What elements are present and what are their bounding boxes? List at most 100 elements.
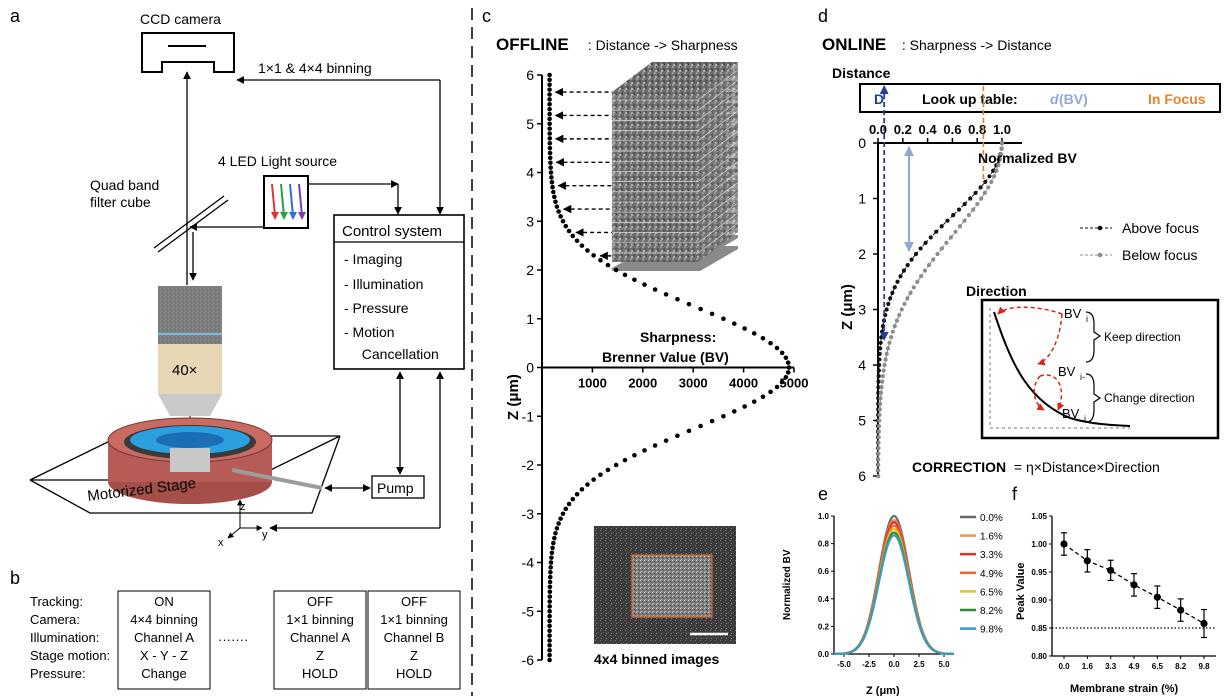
- c-data-point: [598, 257, 603, 263]
- e-y-tick-label: 0.4: [818, 595, 830, 604]
- d-data-point: [962, 201, 967, 207]
- bv-bot-sub: i: [1084, 414, 1086, 424]
- d-data-point: [877, 351, 882, 356]
- c-y-tick-label: 1: [526, 311, 534, 327]
- c-data-point: [622, 272, 628, 278]
- f-data-point: [1177, 606, 1185, 614]
- c-data-point: [547, 140, 553, 146]
- d-data-point: [876, 451, 881, 456]
- bv-mid-sub: i-: [1080, 372, 1085, 382]
- table-cell: ON: [154, 594, 174, 609]
- c-data-point: [547, 87, 552, 92]
- c-data-point: [786, 365, 792, 370]
- c-data-point: [774, 345, 780, 351]
- table-cell: Channel A: [134, 630, 194, 645]
- control-item-motion: - Motion: [344, 324, 395, 340]
- ccd-camera-body: [141, 32, 235, 73]
- c-data-point: [553, 530, 558, 536]
- table-cell: OFF: [307, 594, 333, 609]
- d-data-point: [876, 473, 881, 479]
- d-data-point: [997, 157, 1003, 162]
- d-data-point: [951, 213, 956, 218]
- c-data-point: [613, 267, 619, 273]
- d-data-point: [926, 263, 932, 268]
- f-data-point: [1060, 540, 1068, 548]
- c-data-point: [547, 121, 552, 127]
- d-data-point: [935, 251, 940, 257]
- e-legend-label: 9.8%: [980, 625, 1003, 636]
- e-x-tick-label: -2.5: [862, 660, 876, 669]
- objective-label: 40×: [172, 362, 197, 379]
- mode-table: Tracking: Camera: Illumination: Stage motio…: [30, 590, 461, 690]
- d-data-point: [880, 379, 885, 384]
- c-data-point: [549, 555, 554, 560]
- d-data-point: [884, 307, 889, 312]
- d-data-point: [877, 412, 882, 418]
- d-data-point: [991, 174, 997, 179]
- control-item-cancellation: Cancellation: [354, 346, 439, 362]
- c-data-point: [551, 189, 556, 195]
- d-data-point: [890, 329, 895, 334]
- d-data-point: [901, 268, 907, 273]
- axis-z-label: z: [240, 501, 246, 513]
- d-data-point: [991, 168, 996, 173]
- c-data-point: [547, 638, 552, 643]
- legend-above: Above focus: [1122, 220, 1199, 236]
- f-x-tick-label: 8.2: [1175, 662, 1187, 671]
- correction-bold: CORRECTION: [912, 459, 1006, 475]
- table-cell: Change: [141, 666, 187, 681]
- correction-formula: = η×Distance×Direction: [1010, 459, 1160, 475]
- e-x-tick-label: 2.5: [913, 660, 925, 669]
- d-data-point: [876, 362, 882, 368]
- f-x-tick-label: 0.0: [1058, 662, 1070, 671]
- c-y-tick-label: 0: [526, 360, 534, 376]
- d-y-tick-label: 5: [858, 413, 866, 429]
- c-data-point: [709, 418, 715, 424]
- d-data-point: [979, 196, 984, 201]
- objective-tip: [158, 394, 222, 416]
- table-cell: X - Y - Z: [140, 648, 188, 663]
- c-data-point: [558, 214, 563, 219]
- d-legend-marker: [1097, 252, 1103, 258]
- c-data-point: [560, 218, 566, 224]
- c-data-point: [566, 228, 572, 234]
- e-y-tick-label: 1.0: [818, 512, 830, 521]
- c-data-point: [585, 248, 590, 253]
- c-data-point: [548, 160, 553, 166]
- f-y-tick-label: 1.00: [1031, 540, 1047, 549]
- e-y-tick-label: 0.0: [818, 650, 830, 659]
- e-series-line: [833, 518, 955, 656]
- c-data-point: [549, 179, 555, 185]
- c-data-point: [547, 136, 553, 141]
- d-data-point: [998, 152, 1004, 157]
- table-cell: Z: [316, 648, 324, 663]
- online-title: ONLINE: [822, 35, 886, 54]
- c-data-point: [605, 262, 611, 268]
- c-y-tick-label: 4: [526, 165, 534, 181]
- e-x-tick-label: 0.0: [888, 660, 900, 669]
- d-x-tick-label: 0.8: [968, 122, 986, 137]
- d-data-point: [890, 290, 895, 295]
- table-cell: 1×1 binning: [380, 612, 448, 627]
- c-data-point: [547, 72, 552, 78]
- d-data-point: [876, 429, 881, 434]
- lut-dbv-d: d: [1050, 91, 1059, 107]
- d-data-point: [888, 335, 894, 340]
- d-data-point: [876, 374, 881, 379]
- f-y-tick-label: 0.95: [1031, 568, 1047, 577]
- d-data-point: [877, 357, 882, 362]
- d-data-point: [913, 251, 919, 257]
- table-row-label: Tracking:: [30, 594, 83, 609]
- d-data-point: [879, 385, 884, 390]
- c-data-point: [675, 296, 680, 302]
- e-legend-label: 6.5%: [980, 587, 1003, 598]
- c-data-point: [547, 111, 552, 117]
- d-data-point: [882, 362, 887, 368]
- c-data-point: [632, 452, 637, 458]
- led-arrowhead: [298, 212, 306, 220]
- offline-title: OFFLINE: [496, 35, 569, 54]
- f-y-tick-label: 0.80: [1031, 652, 1047, 661]
- table-row-label: Camera:: [30, 612, 80, 627]
- f-x-tick-label: 4.9: [1128, 662, 1140, 671]
- c-data-point: [768, 389, 773, 395]
